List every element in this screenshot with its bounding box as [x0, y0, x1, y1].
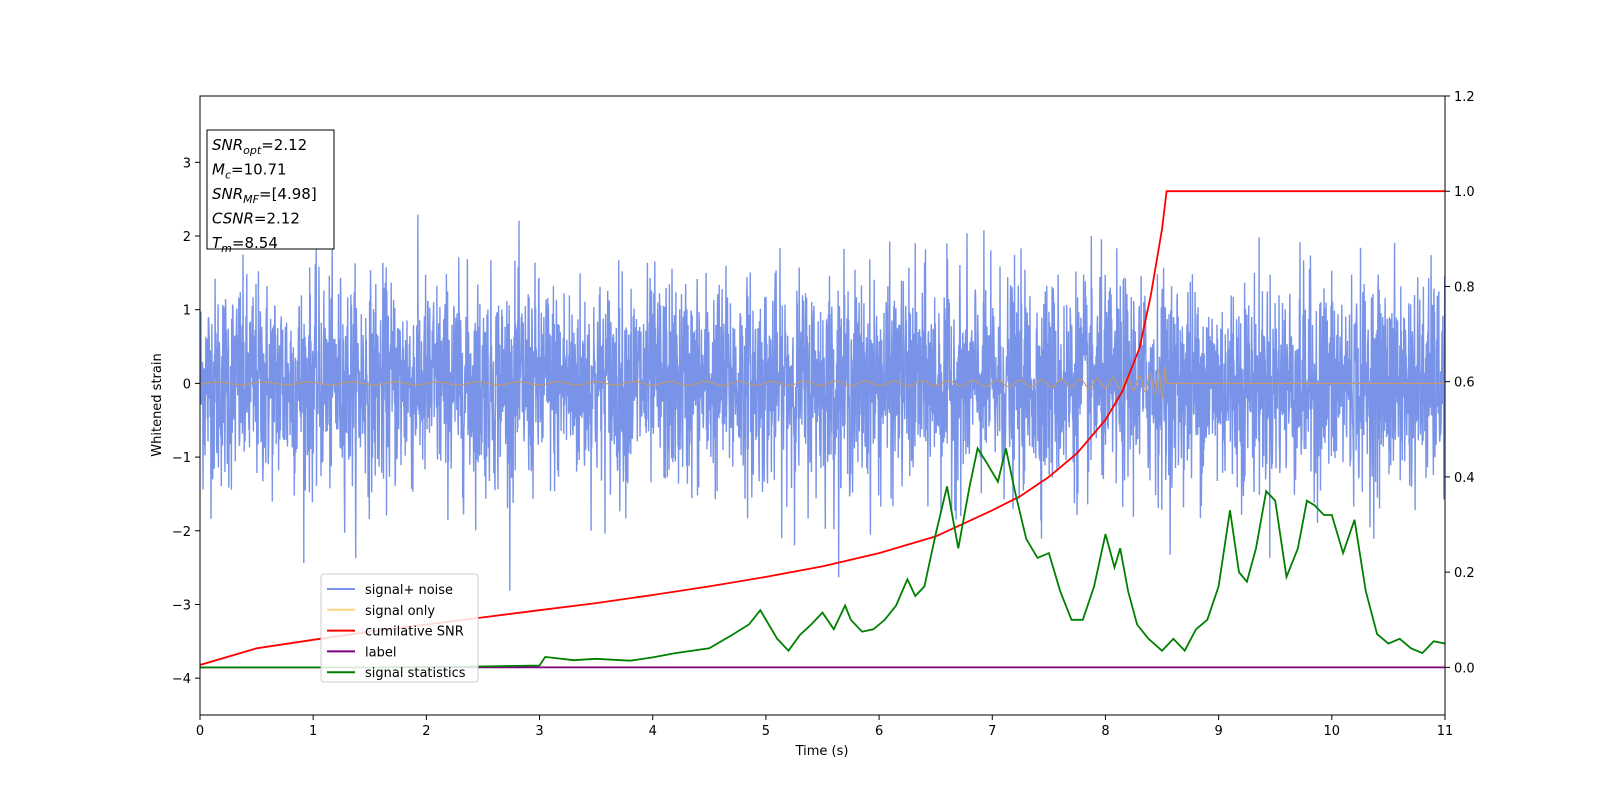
y-right-axis-ticks: 0.0 0.2 0.4 0.6 0.8 1.0 1.2 [1445, 90, 1475, 676]
legend-entry-label: signal+ noise [365, 583, 453, 598]
info-box-line: Mc=10.71 [212, 161, 287, 182]
x-tick-label: 0 [196, 724, 204, 739]
y-right-tick-label: 1.2 [1454, 90, 1475, 105]
legend-entry-label: signal statistics [365, 666, 466, 681]
y-left-tick-label: 2 [183, 230, 191, 245]
y-right-tick-label: 0.2 [1454, 566, 1475, 581]
info-box-line: SNRMF=[4.98] [212, 185, 317, 206]
x-tick-label: 6 [875, 724, 883, 739]
y-left-tick-label: 1 [183, 304, 191, 319]
info-box-line: Tm=8.54 [212, 234, 278, 255]
y-left-tick-label: −4 [172, 672, 191, 687]
info-box: SNRopt=2.12 Mc=10.71 SNRMF=[4.98] CSNR=2.12… [206, 129, 335, 255]
info-box-line: SNRopt=2.12 [212, 136, 307, 157]
x-tick-label: 7 [988, 724, 996, 739]
x-tick-label: 10 [1324, 724, 1341, 739]
legend: signal+ noise signal only cumilative SNR la… [320, 573, 479, 683]
x-tick-label: 1 [309, 724, 317, 739]
signal-only-line [200, 364, 1445, 399]
legend-entry-label: cumilative SNR [365, 625, 464, 640]
x-axis-label: Time (s) [795, 744, 849, 759]
x-tick-label: 9 [1214, 724, 1222, 739]
info-box-frame [206, 129, 335, 250]
signal-noise-series [200, 214, 1445, 591]
y-right-tick-label: 0.6 [1454, 376, 1475, 391]
legend-frame [320, 573, 479, 683]
x-tick-label: 3 [535, 724, 543, 739]
signal-noise-line [200, 214, 1445, 591]
y-right-tick-label: 0.0 [1454, 661, 1475, 676]
x-tick-label: 11 [1437, 724, 1454, 739]
y-right-tick-label: 0.4 [1454, 471, 1475, 486]
y-left-tick-label: −2 [172, 525, 191, 540]
legend-entry-label: signal only [365, 604, 435, 619]
x-axis-ticks: 0 1 2 3 4 5 6 7 8 9 10 11 [196, 715, 1453, 739]
signal-only-series [200, 364, 1445, 399]
y-left-tick-label: −3 [172, 598, 191, 613]
y-axis-label: Whitened strain [150, 353, 165, 456]
legend-entry-label: label [365, 645, 396, 660]
y-left-tick-label: 3 [183, 156, 191, 171]
y-right-tick-label: 1.0 [1454, 185, 1475, 200]
signal-statisticsline [200, 446, 1445, 669]
y-right-tick-label: 0.8 [1454, 280, 1475, 295]
x-tick-label: 2 [422, 724, 430, 739]
y-left-tick-label: 0 [183, 377, 191, 392]
x-tick-label: 8 [1101, 724, 1109, 739]
y-left-axis-ticks: −4 −3 −2 −1 0 1 2 3 [172, 156, 200, 687]
info-box-line: CSNR=2.12 [212, 210, 300, 228]
x-tick-label: 5 [762, 724, 770, 739]
x-tick-label: 4 [649, 724, 657, 739]
y-left-tick-label: −1 [172, 451, 191, 466]
plot-frame [199, 95, 1446, 716]
